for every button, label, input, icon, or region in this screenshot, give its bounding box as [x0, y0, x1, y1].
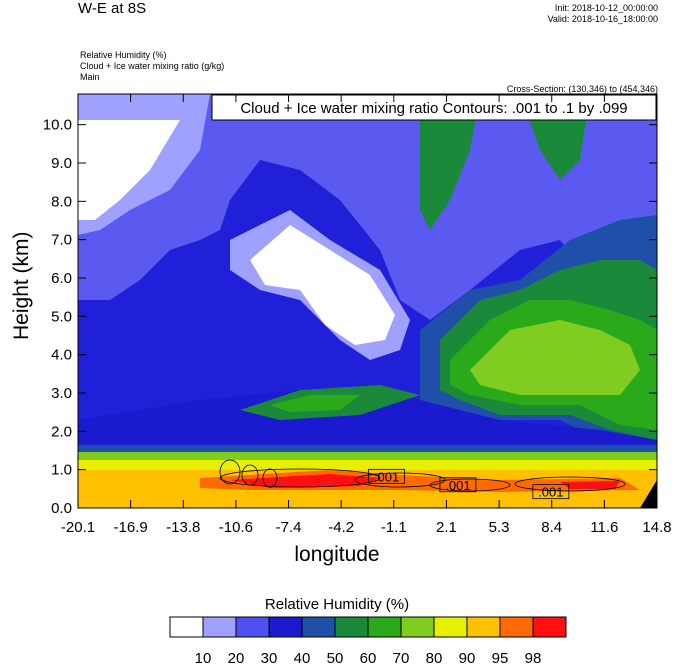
cross-section-label: Cross-Section: (130,346) to (454,346) [506, 84, 658, 94]
x-tick-label: 5.3 [489, 519, 510, 536]
contour-label: .001 [374, 469, 399, 484]
valid-time: Valid: 2018-10-16_18:00:00 [547, 14, 658, 24]
cloud-contours [219, 459, 626, 492]
x-axis-label: longitude [294, 543, 380, 566]
colorbar [169, 616, 567, 638]
x-tick-label: -16.9 [114, 519, 148, 536]
y-axis: 0.0 1.0 2.0 3.0 4.0 5.0 6.0 7.0 8.0 9.0 10.0 [43, 117, 657, 517]
x-tick-label: -1.1 [381, 519, 407, 536]
y-tick-label: 6.0 [51, 270, 72, 287]
field-label-cloud: Cloud + Ice water mixing ratio (g/kg) [80, 61, 225, 71]
x-tick-label: -20.1 [61, 519, 95, 536]
x-axis: -20.1 -16.9 -13.8 -10.6 -7.4 -4.2 -1.1 2.1 5.3 8.… [61, 94, 672, 536]
colorbar-labels: 10 20 30 40 50 60 70 80 90 95 98 [195, 650, 542, 667]
chart-title: W-E at 8S [78, 0, 147, 17]
plot-frame [77, 93, 658, 509]
contour-label-group: .001 .001 .001 [368, 468, 570, 500]
y-tick-label: 3.0 [51, 385, 72, 402]
colorbar-swatch [301, 616, 336, 638]
colorbar-swatch [532, 616, 567, 638]
y-tick-label: 4.0 [51, 347, 72, 364]
colorbar-swatch [268, 616, 303, 638]
contour-title-box [211, 94, 657, 121]
colorbar-title: Relative Humidity (%) [264, 596, 410, 613]
x-tick-label: 14.8 [642, 519, 671, 536]
field-label-main: Main [80, 72, 100, 82]
y-tick-label: 10.0 [43, 117, 72, 134]
y-tick-label: 1.0 [51, 462, 72, 479]
init-time: Init: 2018-10-12_00:00:00 [554, 3, 658, 13]
colorbar-swatch [169, 616, 204, 638]
x-tick-label: 8.4 [541, 519, 562, 536]
y-tick-label: 7.0 [51, 232, 72, 249]
x-tick-label: -10.6 [219, 519, 253, 536]
colorbar-level-label: 90 [459, 650, 476, 667]
colorbar-level-label: 50 [327, 650, 344, 667]
contour-label: .001 [538, 485, 563, 500]
plot-area [78, 94, 657, 508]
colorbar-swatch [433, 616, 468, 638]
colorbar-level-label: 30 [261, 650, 278, 667]
colorbar-level-label: 98 [525, 650, 542, 667]
x-tick-label: -13.8 [166, 519, 200, 536]
contour-label-box [532, 484, 570, 500]
colorbar-swatch [466, 616, 501, 638]
colorbar-swatch [202, 616, 237, 638]
y-tick-label: 9.0 [51, 155, 72, 172]
y-tick-label: 8.0 [51, 193, 72, 210]
colorbar-level-label: 20 [228, 650, 245, 667]
field-label-rh: Relative Humidity (%) [80, 50, 167, 60]
colorbar-level-label: 80 [426, 650, 443, 667]
colorbar-swatch [367, 616, 402, 638]
x-tick-label: -4.2 [328, 519, 354, 536]
y-tick-label: 0.0 [51, 500, 72, 517]
y-axis-label: Height (km) [10, 231, 33, 340]
colorbar-swatch [400, 616, 435, 638]
colorbar-swatch [235, 616, 270, 638]
contour-title: Cloud + Ice water mixing ratio Contours:… [240, 100, 627, 117]
colorbar-level-label: 40 [294, 650, 311, 667]
x-tick-label: 2.1 [436, 519, 457, 536]
contour-label: .001 [445, 478, 470, 493]
y-tick-label: 2.0 [51, 423, 72, 440]
x-tick-label: -7.4 [276, 519, 302, 536]
x-tick-label: 11.6 [590, 519, 618, 536]
contour-label-box [368, 468, 405, 484]
colorbar-level-label: 70 [393, 650, 410, 667]
colorbar-swatch [334, 616, 369, 638]
y-tick-label: 5.0 [51, 308, 72, 325]
colorbar-swatch [499, 616, 534, 638]
colorbar-level-label: 60 [360, 650, 377, 667]
contour-label-box [439, 477, 477, 493]
colorbar-level-label: 10 [195, 650, 212, 667]
colorbar-level-label: 95 [492, 650, 509, 667]
